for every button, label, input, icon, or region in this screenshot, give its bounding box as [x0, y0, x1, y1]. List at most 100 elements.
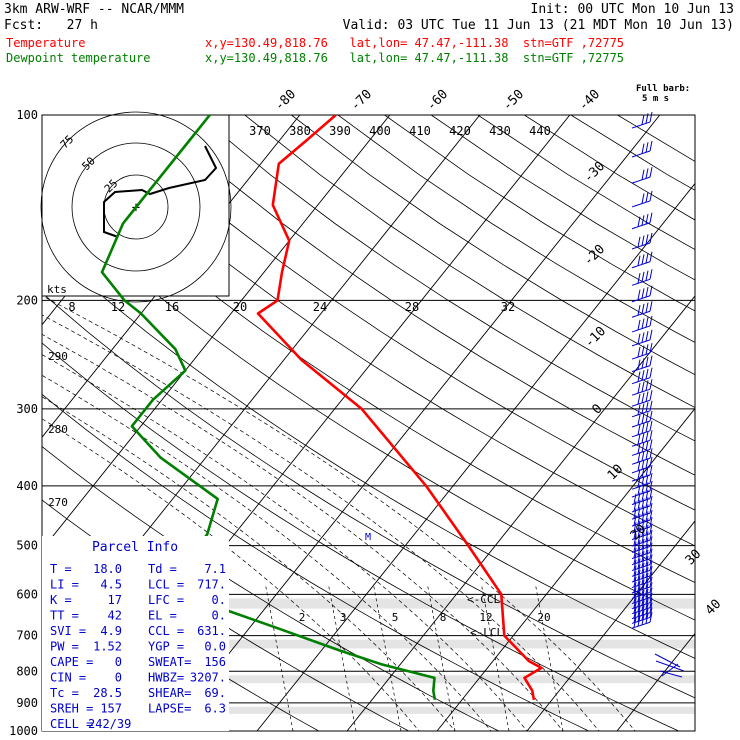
wind-barb-flag	[641, 498, 645, 509]
wind-barb-flag	[641, 605, 645, 616]
wind-barb-flag	[641, 303, 645, 314]
parcel-row-value: 17	[108, 593, 122, 607]
wind-barb-flag	[649, 602, 653, 613]
wind-barb-flag	[645, 497, 649, 508]
wind-barb-flag	[649, 565, 653, 577]
wind-barb-staff	[631, 121, 651, 129]
wind-barb-flag	[645, 252, 649, 264]
theta-label: 430	[489, 124, 511, 138]
wind-barb-flag	[637, 216, 641, 227]
wind-barb	[631, 329, 653, 347]
wind-barb-staff	[631, 498, 651, 506]
pressure-band	[42, 598, 695, 609]
wind-barb-flag	[649, 503, 653, 514]
wind-barb-flag	[649, 523, 653, 534]
wind-barb-flag	[641, 579, 645, 590]
wind-barb-flag	[641, 381, 645, 392]
wind-barb-flag	[637, 476, 641, 488]
temperature-legend-label: Temperature	[6, 36, 86, 50]
isotherm-line	[166, 115, 661, 731]
wind-barb-flag	[637, 443, 641, 454]
wind-barb-staff	[655, 660, 685, 672]
wind-barb-flag	[649, 285, 653, 296]
parcel-row-value: 18.0	[93, 562, 122, 576]
parcel-row-value: 4.9	[100, 624, 122, 638]
wind-barb-flag	[645, 511, 649, 522]
ccl-marker: <-CCL	[467, 593, 500, 606]
wind-barb-flag	[649, 576, 653, 588]
wind-barb-flag	[633, 528, 637, 539]
parcel-row-value: 6.3	[204, 702, 226, 716]
wind-barb-flag	[637, 359, 641, 370]
parcel-row-label: CIN =	[50, 671, 86, 685]
forecast-hour: Fcst: 27 h	[4, 18, 98, 33]
wind-barb-flag	[645, 270, 649, 281]
wind-barb-flag	[649, 488, 653, 499]
hodograph-units-label: kts	[47, 283, 67, 296]
wind-barb-flag	[645, 549, 649, 561]
init-time: Init: 00 UTC Mon 10 Jun 13	[530, 2, 735, 17]
moist-adiabat-label: 16	[165, 300, 179, 314]
wind-barb-flag	[637, 616, 641, 627]
wind-barb-flag	[641, 491, 645, 502]
parcel-row-value: 717.	[197, 578, 226, 592]
wind-barb-flag	[641, 143, 645, 154]
pressure-label: 600	[16, 587, 38, 601]
parcel-row-label: K =	[50, 593, 72, 607]
wind-barb-staff	[631, 439, 651, 447]
wind-barb-flag	[645, 489, 649, 500]
wind-barb-flag	[649, 516, 653, 528]
wind-barb-flag	[649, 167, 653, 178]
parcel-row-label: LI =	[50, 578, 79, 592]
wind-barb-flag	[641, 614, 645, 625]
wind-barb	[631, 612, 653, 629]
wind-barb-flag	[641, 532, 645, 543]
wind-barb-flag	[645, 561, 649, 572]
isotherm-line	[346, 295, 695, 731]
wind-barb-flag	[645, 608, 649, 619]
parcel-info-panel	[42, 536, 229, 731]
dry-adiabat	[291, 115, 695, 376]
parcel-row-value: 156	[204, 655, 226, 669]
wind-barb-flag	[645, 422, 649, 433]
dry-adiabat	[42, 242, 695, 659]
dry-adiabat	[42, 393, 590, 731]
wind-barb-staff	[631, 466, 651, 474]
parcel-row-label: CELL =	[50, 717, 93, 731]
wind-barb-flag	[645, 391, 649, 402]
wind-barb-flag	[645, 286, 649, 298]
wind-barb-staff	[631, 377, 651, 385]
wind-barb-flag	[649, 355, 653, 366]
wind-barb-flag	[637, 499, 641, 510]
wind-barb-flag	[645, 302, 649, 313]
wind-barb-flag	[637, 520, 641, 531]
parcel-row-label: CAPE =	[50, 655, 93, 669]
dry-adiabat	[42, 342, 680, 731]
wind-barb-flag	[641, 483, 645, 494]
wind-barb	[631, 379, 653, 396]
wind-barb-flag	[633, 617, 637, 628]
max-wind-marker: M	[365, 532, 371, 543]
wind-barb	[631, 355, 653, 373]
wind-barb-flag	[633, 576, 637, 587]
wind-barb-flag	[637, 606, 641, 617]
wind-barb-flag	[645, 458, 649, 469]
parcel-row-label: Tc =	[50, 686, 79, 700]
wind-barb-flag	[633, 493, 637, 504]
wind-barb	[631, 430, 653, 447]
wind-barb-flag	[637, 468, 641, 480]
wind-barb-flag	[645, 572, 649, 583]
pressure-label: 800	[16, 664, 38, 678]
parcel-row-value: 4.5	[100, 578, 122, 592]
wind-barb-flag	[649, 495, 653, 507]
wind-barb-staff	[631, 621, 651, 629]
theta-label: 410	[409, 124, 431, 138]
wind-barb-flag	[641, 574, 645, 585]
wind-barb-flag	[637, 382, 641, 394]
wind-barb	[631, 571, 653, 589]
wind-barb-staff	[631, 325, 651, 333]
wind-barb-staff	[631, 261, 651, 269]
wind-barb-flag	[633, 508, 637, 519]
wind-barb-flag	[633, 522, 637, 533]
pressure-label: 400	[16, 479, 38, 493]
